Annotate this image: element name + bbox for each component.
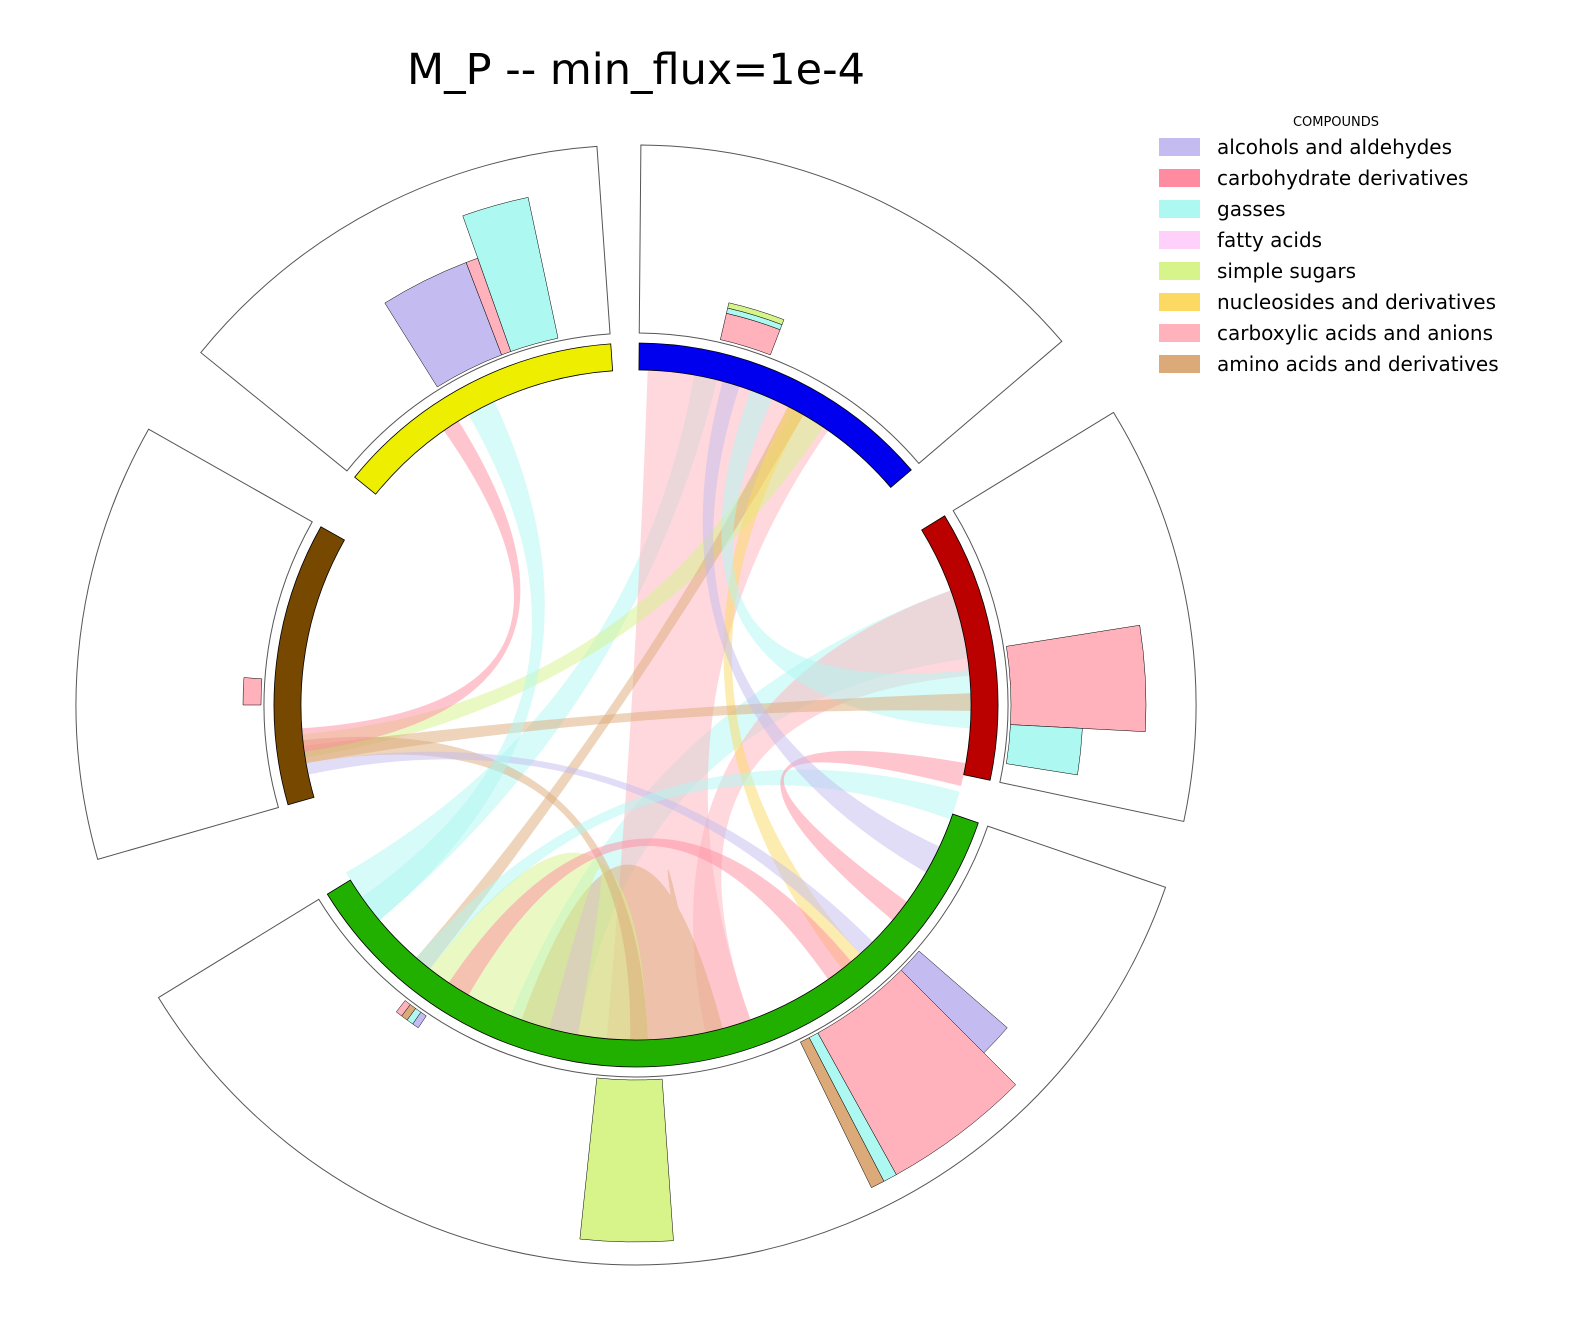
segment-ring — [273, 342, 999, 1068]
chord-link — [780, 750, 966, 921]
legend-label: amino acids and derivatives — [1217, 352, 1499, 376]
chord-link — [303, 693, 971, 764]
legend-label: fatty acids — [1217, 228, 1322, 252]
legend-swatch — [1159, 324, 1200, 342]
legend-swatch — [1159, 231, 1200, 249]
legend-label: carboxylic acids and anions — [1217, 321, 1493, 345]
ring-segment-2 — [326, 813, 979, 1068]
histogram-bar — [727, 302, 785, 325]
legend-label: alcohols and aldehydes — [1217, 135, 1452, 159]
legend-swatch — [1159, 262, 1200, 280]
legend-swatch — [1159, 293, 1200, 311]
histogram-bar — [800, 1037, 885, 1188]
outer-histogram-bars — [242, 197, 1147, 1243]
histogram-bar — [395, 1000, 411, 1017]
legend-swatch — [1159, 138, 1200, 156]
histogram-frame-0 — [638, 144, 1063, 465]
histogram-bar — [817, 969, 1017, 1176]
chord-link — [702, 381, 940, 873]
chord-link — [345, 375, 718, 921]
ring-segment-1 — [921, 515, 999, 781]
histogram-bar — [462, 197, 559, 352]
chart-title: M_P -- min_flux=1e-4 — [407, 45, 865, 95]
outer-histogram-frames — [75, 144, 1197, 1266]
histogram-bar — [1006, 624, 1147, 732]
legend-label: simple sugars — [1217, 259, 1356, 283]
legend-swatch — [1159, 200, 1200, 218]
legend-swatch — [1159, 355, 1200, 373]
histogram-frame-4 — [200, 145, 611, 472]
chord-link — [606, 370, 829, 1040]
legend: COMPOUNDS alcohols and aldehydes carbohyd… — [1159, 115, 1499, 376]
legend-label: nucleosides and derivatives — [1217, 290, 1496, 314]
histogram-frame-1 — [952, 411, 1197, 823]
histogram-bar — [242, 677, 263, 706]
ring-segment-0 — [638, 342, 912, 488]
histogram-bar — [1006, 724, 1083, 776]
legend-label: gasses — [1217, 197, 1286, 221]
ring-segment-4 — [354, 343, 614, 495]
histogram-bar — [579, 1077, 674, 1243]
chord-link — [448, 838, 852, 996]
histogram-frame-2 — [157, 825, 1167, 1266]
histogram-frame-3 — [75, 428, 313, 860]
legend-label: carbohydrate derivatives — [1217, 166, 1468, 190]
legend-title: COMPOUNDS — [1293, 115, 1379, 130]
chord-links — [301, 370, 972, 1040]
chord-link — [416, 769, 960, 969]
legend-swatch — [1159, 169, 1200, 187]
chord-link — [306, 751, 873, 954]
ring-segment-3 — [273, 526, 345, 806]
chord-link — [429, 852, 648, 1040]
